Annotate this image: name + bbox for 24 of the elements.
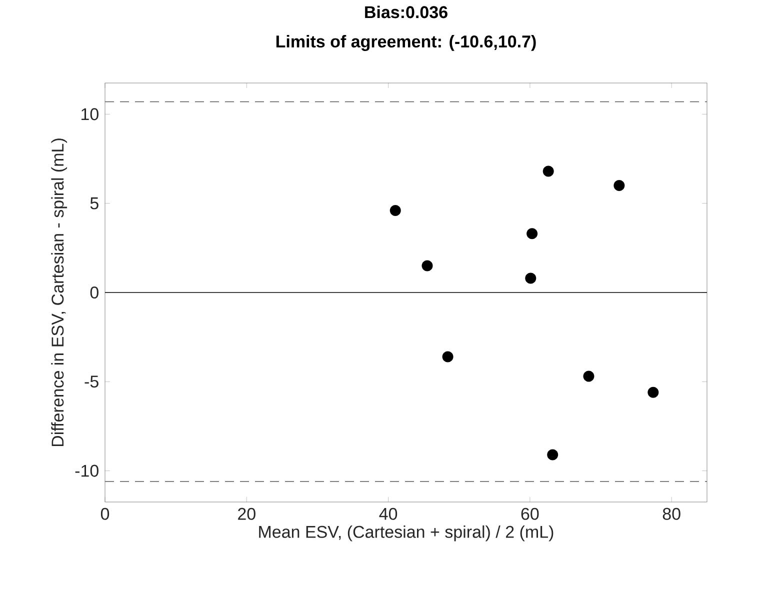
point — [422, 260, 433, 272]
point — [547, 449, 558, 460]
chart-title: Bias:0.036 — [365, 6, 448, 18]
chart-subtitle: Limits of agreement: (-10.6,10.7) — [276, 35, 536, 51]
point — [525, 272, 536, 284]
point — [542, 166, 554, 177]
point — [390, 204, 401, 216]
x-tick-label: 0 — [100, 508, 110, 520]
x-tick-label: 20 — [238, 508, 256, 520]
point — [442, 351, 454, 362]
point — [583, 370, 594, 382]
y-tick-label: 5 — [90, 197, 98, 210]
x-axis-title: Mean ESV, (Cartesian + spiral) / 2 (mL) — [259, 525, 554, 542]
x-tick-label: 60 — [521, 508, 539, 520]
y-tick-label: -5 — [84, 376, 98, 388]
x-tick-label: 40 — [379, 508, 398, 520]
y-tick-label: 10 — [82, 108, 98, 120]
y-tick-label: -10 — [75, 464, 98, 477]
point — [648, 386, 659, 398]
point — [526, 228, 538, 240]
y-axis-title: Difference in ESV, Cartesian - spiral (mL) — [51, 138, 68, 446]
point — [614, 180, 625, 192]
y-tick-label: 0 — [90, 286, 98, 299]
x-tick-label: 80 — [662, 508, 680, 520]
